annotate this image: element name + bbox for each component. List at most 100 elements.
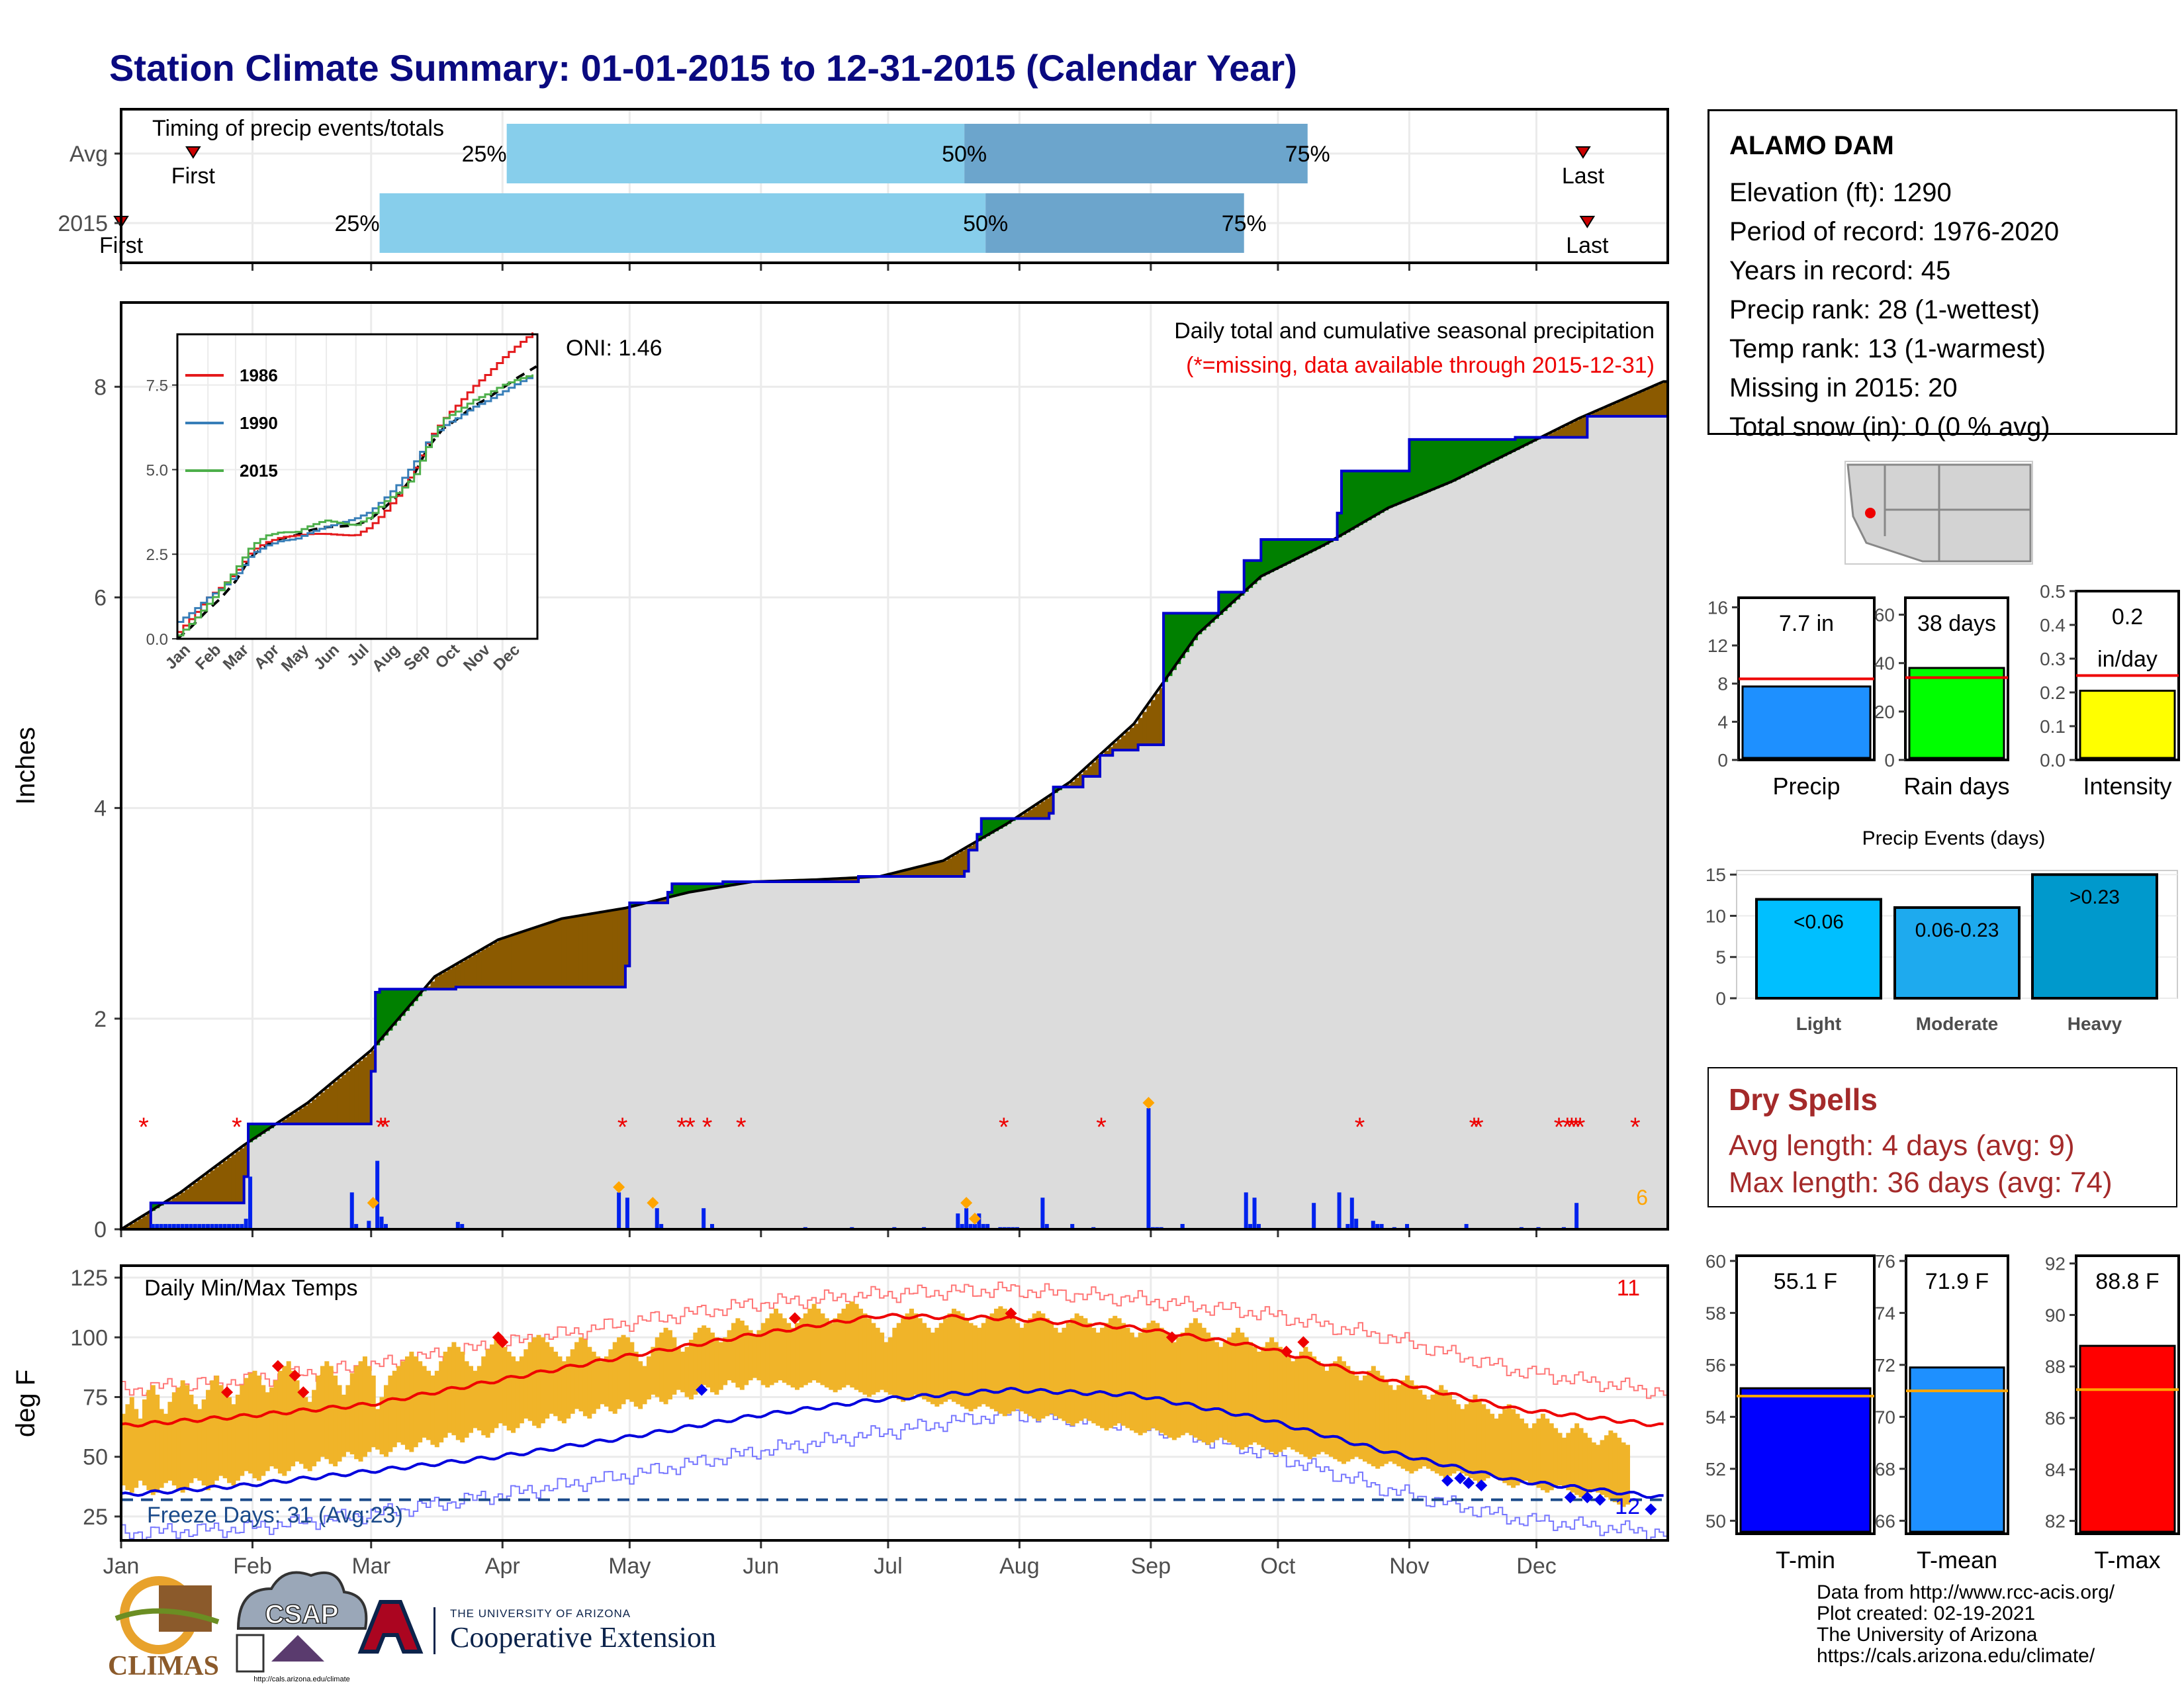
temp-daily-bar	[892, 1327, 897, 1397]
temp-daily-bar	[591, 1351, 596, 1414]
logos: CLIMAS CSAP http://cals.arizona.edu/climat…	[108, 1571, 424, 1683]
temp-daily-bar	[282, 1366, 287, 1476]
temp-month-label: Jan	[103, 1554, 140, 1579]
temp-daily-bar	[180, 1380, 185, 1493]
precip-surplus-strip	[1409, 439, 1414, 499]
precip-record-marker	[647, 1197, 659, 1209]
precip-deficit-strip	[1104, 751, 1109, 756]
temp-daily-bar	[926, 1327, 931, 1402]
temp-daily-bar	[1328, 1366, 1334, 1457]
precip-deficit-strip	[1591, 412, 1596, 416]
intensity-tick-label: 0.1	[2040, 716, 2066, 737]
temp-daily-bar	[702, 1325, 707, 1385]
precip-surplus-strip	[1218, 592, 1224, 615]
precip-surplus-strip	[1277, 539, 1283, 568]
precip-deficit-strip	[1028, 810, 1033, 819]
precip-surplus-strip	[150, 1203, 156, 1211]
temp-daily-bar	[1015, 1323, 1020, 1409]
temp-min-value-label: 55.1 F	[1774, 1269, 1837, 1294]
temp-daily-bar	[1189, 1323, 1194, 1436]
temp-daily-bar	[383, 1385, 388, 1457]
temp-daily-bar	[519, 1356, 524, 1424]
temp-daily-bar	[1596, 1444, 1601, 1493]
precip-deficit-strip	[536, 927, 541, 988]
precip-deficit-strip	[341, 1074, 346, 1124]
precip-surplus-strip	[1426, 439, 1432, 492]
temp-max-label: T-max	[2094, 1546, 2160, 1573]
temp-daily-bar	[790, 1327, 796, 1388]
precip-missing-asterisk: *	[1630, 1113, 1641, 1142]
precip-deficit-strip	[917, 867, 923, 877]
precip-daily-bar	[1375, 1224, 1380, 1229]
precip-deficit-strip	[566, 917, 571, 988]
precip-deficit-strip	[1087, 766, 1092, 776]
precip-surplus-strip	[1451, 439, 1457, 482]
precip-deficit-strip	[282, 1119, 287, 1124]
temp-daily-bar	[167, 1401, 173, 1481]
precip-daily-bar	[1354, 1219, 1359, 1229]
events-tick-label: 0	[1715, 988, 1726, 1009]
precip-surplus-strip	[688, 884, 694, 892]
precip-deficit-strip	[926, 865, 931, 877]
temp-daily-bar	[193, 1404, 198, 1479]
temp-daily-bar	[642, 1366, 647, 1405]
precip-surplus-strip	[998, 818, 1003, 829]
precip-surplus-strip	[1163, 613, 1169, 682]
precip-surplus-strip	[1295, 539, 1300, 560]
temp-daily-bar	[201, 1399, 206, 1485]
precip-deficit-strip	[201, 1176, 206, 1203]
temp-daily-bar	[909, 1308, 914, 1397]
precip-record-marker	[960, 1197, 973, 1209]
timing-label-75: 75%	[1285, 142, 1330, 167]
precip-daily-bar	[244, 1219, 248, 1229]
precip-missing-asterisk: *	[232, 1113, 242, 1142]
precip-missing-asterisk: *	[1355, 1113, 1365, 1142]
temp-daily-bar	[723, 1337, 728, 1385]
temp-daily-bar	[633, 1351, 639, 1407]
temp-daily-bar	[273, 1380, 279, 1469]
precip-surplus-strip	[1392, 471, 1397, 506]
precip-surplus-strip	[1477, 439, 1482, 469]
precip-deficit-strip	[206, 1173, 211, 1203]
temp-daily-bar	[1455, 1404, 1461, 1472]
precip-daily-bar	[977, 1213, 981, 1229]
temp-record-high-marker	[297, 1386, 310, 1399]
temp-daily-bar	[1113, 1315, 1118, 1426]
precip-surplus-strip	[697, 884, 702, 891]
precip-surplus-strip	[1443, 439, 1448, 485]
precip-record-marker	[367, 1197, 379, 1209]
temp-daily-bar	[1291, 1361, 1296, 1450]
temp-daily-bar	[1282, 1351, 1287, 1450]
precip-surplus-strip	[1252, 560, 1257, 585]
temp-daily-bar	[277, 1370, 283, 1474]
temp-mean-tick-label: 76	[1875, 1251, 1895, 1272]
temp-daily-bar	[1367, 1370, 1372, 1464]
temp-daily-bar	[1363, 1376, 1368, 1462]
precip-surplus-strip	[1384, 471, 1389, 510]
precip-deficit-strip	[298, 1108, 304, 1124]
temp-max-tick-label: 86	[2045, 1408, 2066, 1429]
station-info-box: ALAMO DAM Elevation (ft): 1290 Period of…	[1707, 109, 2177, 442]
precip-deficit-strip	[1083, 770, 1088, 776]
precip-deficit-strip	[621, 908, 626, 988]
temp-daily-bar	[587, 1346, 592, 1419]
ua-block-a-logo	[357, 1600, 424, 1654]
temp-daily-bar	[1413, 1385, 1418, 1472]
temp-daily-bar	[875, 1327, 880, 1393]
temp-daily-bar	[1121, 1323, 1126, 1426]
temp-daily-bar	[171, 1392, 177, 1485]
precip-deficit-strip	[574, 916, 580, 988]
precip-daily-bar	[171, 1224, 176, 1229]
precip-surplus-strip	[702, 884, 707, 890]
precip-surplus-strip	[1312, 539, 1317, 551]
temp-daily-bar	[697, 1327, 702, 1390]
precip-daily-bar	[159, 1224, 163, 1229]
temp-daily-bar	[807, 1308, 813, 1383]
timing-border	[120, 108, 1669, 264]
temp-daily-bar	[841, 1308, 846, 1388]
temp-daily-bar	[371, 1376, 376, 1448]
temp-daily-bar	[917, 1318, 923, 1397]
precip-deficit-strip	[1549, 433, 1554, 438]
temp-daily-bar	[1269, 1337, 1275, 1452]
temp-daily-bar	[1244, 1337, 1249, 1448]
